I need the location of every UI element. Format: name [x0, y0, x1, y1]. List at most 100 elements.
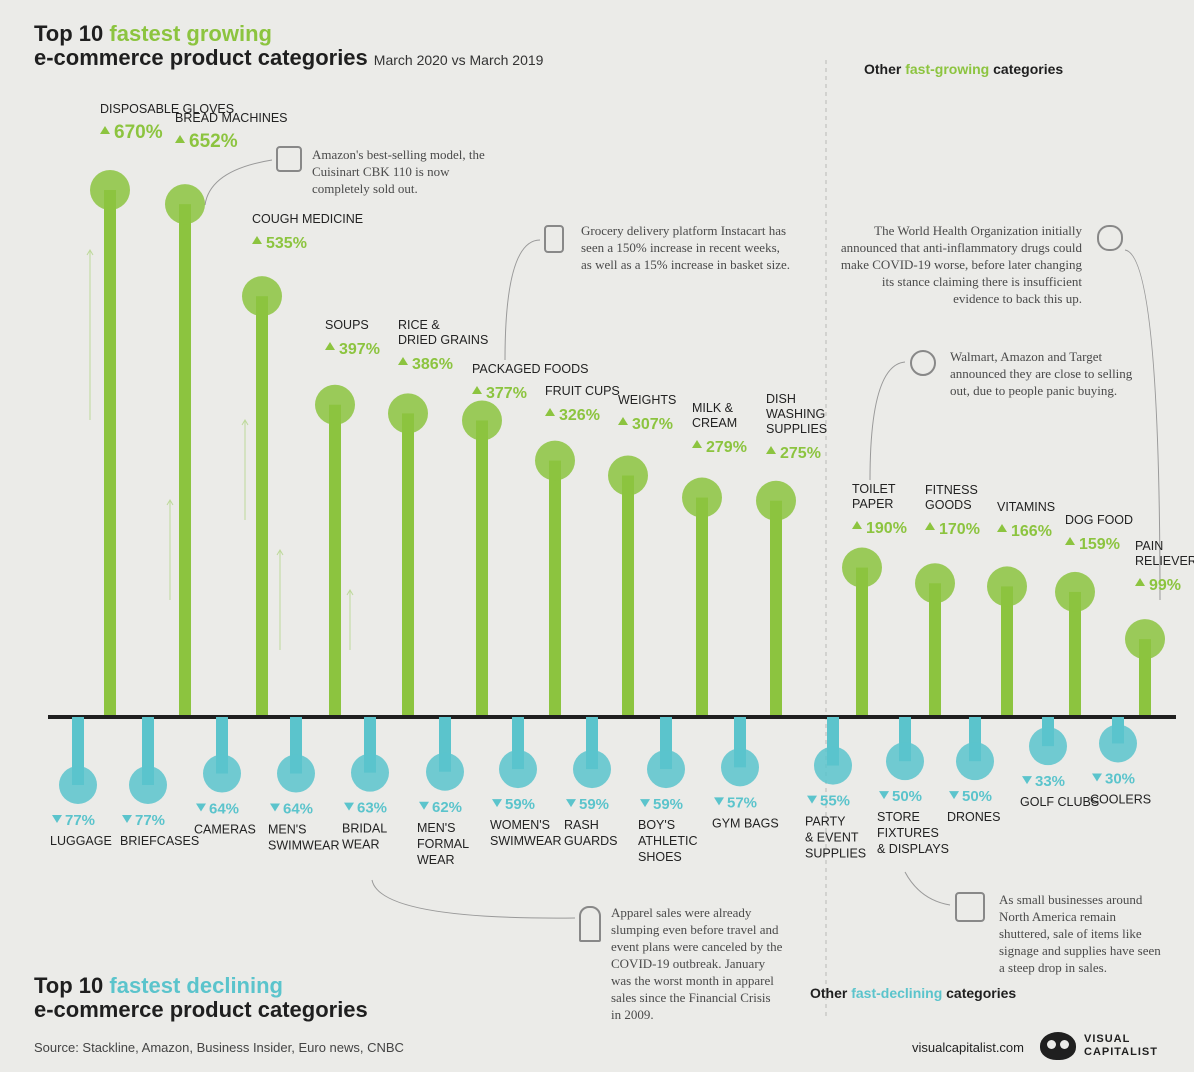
grocery-leader-line	[504, 239, 541, 361]
growth-value-label: 275%	[780, 445, 821, 462]
up-arrow-icon	[325, 342, 335, 350]
decline-value-label: 59%	[579, 796, 609, 813]
decline-category-label: BOY'S	[638, 818, 675, 832]
down-arrow-icon	[879, 791, 889, 800]
growth-value-label: 652%	[189, 131, 238, 152]
decline-value-label: 33%	[1035, 773, 1065, 790]
growth-bar	[622, 475, 634, 717]
growth-value-label: 670%	[114, 122, 163, 143]
growth-category-label: SUPPLIES	[766, 422, 827, 436]
growth-bar-cap	[535, 440, 575, 481]
decline-bar-cap	[59, 766, 97, 804]
decline-category-label: & DISPLAYS	[877, 842, 949, 856]
top-title-highlight: fastest growing	[109, 21, 272, 46]
toilet-paper-note: Walmart, Amazon and Target announced the…	[950, 349, 1133, 398]
decline-category-label: SWIMWEAR	[268, 839, 340, 853]
down-arrow-icon	[419, 801, 429, 810]
who-leader-line	[1124, 249, 1161, 601]
growth-category-label: COUGH MEDICINE	[252, 212, 363, 226]
decline-value-label: 63%	[357, 800, 387, 817]
bread-machine-note: Amazon's best-selling model, the Cuisina…	[312, 147, 485, 196]
other-declining-header: Other fast-declining categories	[810, 985, 1016, 1001]
growth-category-label: FITNESS	[925, 483, 978, 497]
growth-bar	[476, 420, 488, 717]
down-arrow-icon	[714, 797, 724, 806]
decline-category-label: DRONES	[947, 810, 1000, 824]
growth-bar	[329, 404, 341, 717]
decline-category-label: LUGGAGE	[50, 834, 112, 848]
logo-line1: VISUAL	[1084, 1033, 1131, 1045]
down-arrow-icon	[270, 803, 280, 812]
decline-category-label: BRIDAL	[342, 822, 387, 836]
toilet-leader-line	[869, 361, 906, 481]
small-biz-leader-line	[904, 871, 951, 906]
growth-value-label: 279%	[706, 439, 747, 456]
decline-category-label: FIXTURES	[877, 826, 939, 840]
growth-category-label: DOG FOOD	[1065, 513, 1133, 527]
toilet-roll-icon	[910, 350, 936, 376]
dress-form-icon	[579, 906, 601, 942]
growth-value-label: 377%	[486, 385, 527, 402]
decline-category-label: WOMEN'S	[490, 818, 550, 832]
up-arrow-icon	[618, 417, 628, 425]
site-link[interactable]: visualcapitalist.com	[912, 1040, 1024, 1055]
up-arrow-icon	[1065, 537, 1075, 545]
up-arrow-icon	[175, 135, 185, 143]
small-business-note: As small businesses around North America…	[999, 892, 1161, 975]
down-arrow-icon	[122, 815, 132, 823]
decline-bar-cap	[499, 750, 537, 789]
decline-bar-cap	[956, 742, 994, 781]
other-declining-suffix: categories	[942, 985, 1017, 1001]
down-arrow-icon	[807, 795, 817, 804]
down-arrow-icon	[949, 791, 959, 800]
apparel-leader-line	[371, 879, 576, 919]
growth-category-label: DISH	[766, 392, 796, 406]
growth-category-label: SOUPS	[325, 318, 369, 332]
decorative-arrow-head	[276, 549, 284, 556]
growth-bar	[104, 190, 116, 717]
bottom-title-line2: e-commerce product categories	[34, 997, 368, 1022]
decline-bar-cap	[814, 746, 852, 785]
pills-icon	[1097, 225, 1123, 251]
decline-category-label: FORMAL	[417, 837, 469, 851]
decline-bar-cap	[647, 750, 685, 789]
other-declining-highlight: fast-declining	[851, 985, 943, 1001]
growth-bar-cap	[987, 566, 1027, 607]
decline-bar-cap	[886, 742, 924, 781]
up-arrow-icon	[545, 408, 555, 416]
growth-bar	[179, 204, 191, 717]
growth-category-label: MILK &	[692, 401, 734, 415]
growth-bar	[770, 500, 782, 717]
growth-bar-cap	[915, 563, 955, 604]
decline-value-label: 59%	[653, 796, 683, 813]
growth-category-label: GOODS	[925, 498, 972, 512]
up-arrow-icon	[398, 357, 408, 365]
growth-value-label: 170%	[939, 521, 980, 538]
top-title-prefix: Top 10	[34, 21, 110, 46]
growth-bar-cap	[1055, 571, 1095, 612]
bottom-title-prefix: Top 10	[34, 973, 110, 998]
down-arrow-icon	[492, 799, 502, 808]
growth-value-label: 159%	[1079, 536, 1120, 553]
other-growing-suffix: categories	[989, 61, 1064, 77]
down-arrow-icon	[1022, 776, 1032, 785]
grocery-note: Grocery delivery platform Instacart has …	[581, 223, 791, 272]
growth-category-label: WASHING	[766, 407, 825, 421]
decline-category-label: WEAR	[342, 838, 380, 852]
growth-value-label: 166%	[1011, 523, 1052, 540]
down-arrow-icon	[640, 799, 650, 808]
decline-category-label: SHOES	[638, 850, 682, 864]
other-declining-prefix: Other	[810, 985, 852, 1001]
growth-category-label: PAIN	[1135, 539, 1163, 553]
growth-bar	[856, 567, 868, 717]
decline-value-label: 50%	[892, 788, 922, 805]
logo-line2: CAPITALIST	[1084, 1046, 1158, 1058]
decline-category-label: SUPPLIES	[805, 847, 866, 861]
decline-bar-cap	[1029, 727, 1067, 766]
phone-icon	[544, 225, 564, 253]
growth-category-label: RICE &	[398, 318, 440, 332]
decline-category-label: WEAR	[417, 853, 455, 867]
decorative-arrow-head	[86, 249, 94, 256]
other-growing-header: Other fast-growing categories	[864, 61, 1063, 77]
